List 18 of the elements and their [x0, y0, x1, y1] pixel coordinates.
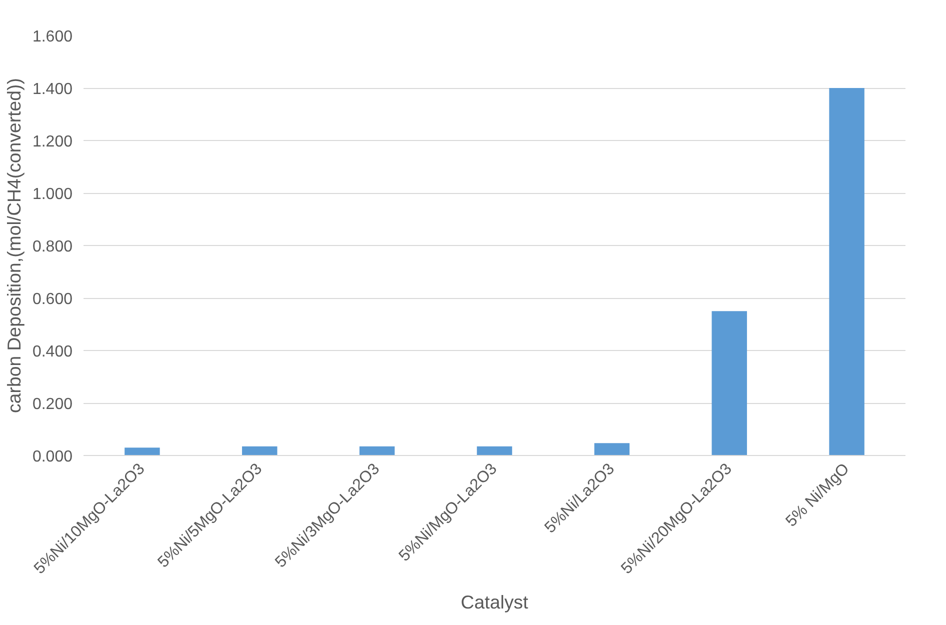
bar: [829, 88, 864, 456]
y-tick-label: 0.400: [32, 344, 73, 360]
y-tick-label: 0.800: [32, 238, 73, 256]
y-tick-label: 1.600: [32, 28, 73, 46]
bar: [594, 443, 630, 456]
y-tick-label: 1.000: [32, 186, 73, 203]
y-axis-title: carbon Deposition,(mol/CH4(converted)): [3, 78, 24, 413]
y-tick-label: 0.200: [32, 396, 73, 413]
y-tick-label: 0.000: [32, 448, 73, 466]
bar: [124, 448, 160, 456]
x-axis-title: Catalyst: [460, 592, 530, 613]
y-tick-label: 0.600: [32, 291, 73, 308]
bar: [712, 311, 747, 456]
bar: [359, 446, 395, 456]
y-tick-label: 1.200: [32, 134, 73, 150]
bar: [242, 446, 278, 456]
y-tick-label: 1.400: [32, 81, 73, 98]
bar: [476, 446, 512, 456]
